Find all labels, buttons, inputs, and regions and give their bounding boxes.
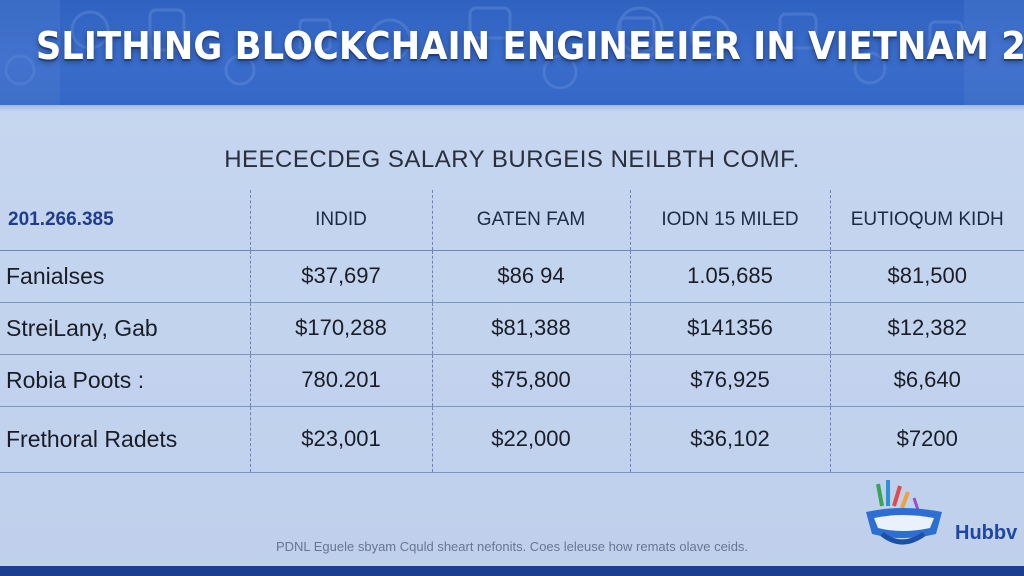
salary-table: 201.266.385 INDID GATEN FAM IODN 15 MILE… <box>0 190 1024 473</box>
column-header: INDID <box>249 190 432 250</box>
table-cell: $81,500 <box>829 249 1024 302</box>
table-row: StreiLany, Gab $170,288 $81,388 $141356 … <box>0 301 1024 354</box>
table-cell: $141356 <box>629 301 830 354</box>
row-label: Frethoral Radets <box>0 405 250 473</box>
table-header-row: 201.266.385 INDID GATEN FAM IODN 15 MILE… <box>0 190 1024 250</box>
table-row: Frethoral Radets $23,001 $22,000 $36,102… <box>0 405 1024 473</box>
banner-edge <box>0 105 1024 111</box>
table-cell: $37,697 <box>249 249 432 302</box>
column-header: IODN 15 MILED <box>629 190 830 250</box>
row-label: Robia Poots : <box>0 353 250 406</box>
row-label: Fanialses <box>0 249 250 302</box>
table-cell: $12,382 <box>829 301 1024 354</box>
table-cell: 780.201 <box>249 353 432 406</box>
table-cell: $7200 <box>829 405 1024 473</box>
table-cell: $22,000 <box>431 405 630 473</box>
table-row: Fanialses $37,697 $86 94 1.05,685 $81,50… <box>0 249 1024 302</box>
table-cell: $170,288 <box>249 301 432 354</box>
table-corner-label: 201.266.385 <box>8 208 114 230</box>
bottom-bar <box>0 566 1024 576</box>
table-cell: 1.05,685 <box>629 249 830 302</box>
table-cell: $23,001 <box>249 405 432 473</box>
salary-table-container: 201.266.385 INDID GATEN FAM IODN 15 MILE… <box>0 190 1024 500</box>
column-header: GATEN FAM <box>431 190 630 250</box>
logo-text: Hubbv <box>955 522 1018 544</box>
table-cell: $81,388 <box>431 301 630 354</box>
header-banner: SLITHING BLOCKCHAIN ENGINEEIER IN VIETNA… <box>0 0 1024 105</box>
table-cell: $76,925 <box>629 353 830 406</box>
column-header: EUTIOQUM KIDH <box>829 190 1024 250</box>
banner-decoration <box>0 0 1024 105</box>
table-cell: $36,102 <box>629 405 830 473</box>
table-cell: $6,640 <box>829 353 1024 406</box>
page-title: SLITHING BLOCKCHAIN ENGINEEIER IN VIETNA… <box>35 24 1024 68</box>
table-cell: $86 94 <box>431 249 630 302</box>
row-label: StreiLany, Gab <box>0 301 250 354</box>
table-title: HEECECDEG SALARY BURGEIS NEILBTH COMF. <box>224 146 800 173</box>
table-row: Robia Poots : 780.201 $75,800 $76,925 $6… <box>0 353 1024 406</box>
hub-logo-icon <box>866 480 942 545</box>
footnote: PDNL Eguele sbyam Cquld sheart nefonits.… <box>275 539 749 554</box>
table-cell: $75,800 <box>431 353 630 406</box>
